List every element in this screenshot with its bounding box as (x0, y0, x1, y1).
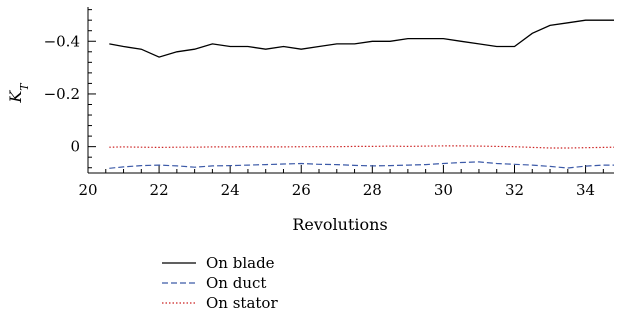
legend-label: On stator (206, 294, 278, 312)
series-line-on-blade (109, 19, 614, 58)
series-line-on-duct (109, 161, 614, 169)
y-axis: 0 −0.2 −0.4 (44, 9, 96, 169)
series-layer (109, 19, 615, 169)
legend-item: On blade (162, 254, 275, 272)
series-line-on-stator (109, 145, 615, 149)
legend-label: On duct (206, 274, 266, 292)
y-tick-label: 0 (70, 138, 80, 156)
legend: On blade On duct On stator (162, 254, 278, 312)
x-tick-label: 32 (505, 181, 524, 199)
y-tick-label: −0.2 (44, 85, 80, 103)
x-axis-label: Revolutions (292, 215, 387, 234)
legend-item: On duct (162, 274, 266, 292)
x-tick-label: 28 (363, 181, 382, 199)
y-axis-label-subscript: T (18, 82, 31, 91)
y-axis-label-main: K (6, 90, 25, 104)
x-tick-label: 34 (576, 181, 595, 199)
y-tick-label: −0.4 (44, 32, 80, 50)
legend-label: On blade (206, 254, 275, 272)
plot-area (87, 7, 614, 174)
x-axis: 20 22 24 26 28 30 32 34 (78, 165, 604, 199)
x-tick-label: 26 (292, 181, 311, 199)
x-tick-label: 30 (434, 181, 453, 199)
x-tick-label: 22 (150, 181, 169, 199)
legend-item: On stator (162, 294, 278, 312)
x-tick-label: 20 (78, 181, 97, 199)
x-tick-label: 24 (221, 181, 240, 199)
y-axis-label: KT (6, 82, 31, 104)
